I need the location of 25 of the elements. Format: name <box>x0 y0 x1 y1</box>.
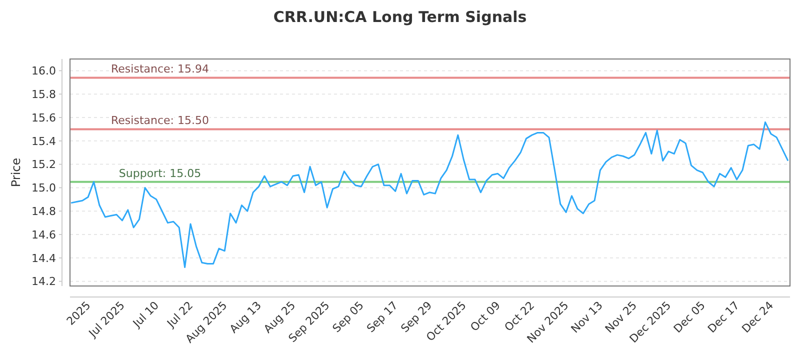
y-tick-label: 15.4 <box>32 134 56 148</box>
y-tick-label: 14.8 <box>32 204 56 218</box>
x-tick-label: Oct 09 <box>468 298 503 334</box>
ref-line-label: Resistance: 15.50 <box>111 114 209 128</box>
y-tick-label: 15.0 <box>32 182 56 195</box>
x-tick-label: Dec 05 <box>671 298 708 336</box>
y-axis-title: Price <box>9 158 23 188</box>
x-tick-label: Dec 17 <box>705 298 742 336</box>
ref-line-label: Support: 15.05 <box>118 166 202 180</box>
x-tick-label: Aug 13 <box>227 298 264 336</box>
y-tick-label: 16.0 <box>32 64 56 78</box>
y-tick-label: 14.4 <box>32 252 56 265</box>
y-tick-label: 14.2 <box>32 275 56 288</box>
x-tick-label: Sep 05 <box>330 298 366 336</box>
chart-title: CRR.UN:CA Long Term Signals <box>273 8 527 26</box>
x-tick-label: Nov 13 <box>568 298 606 336</box>
x-tick-label: Jul 22 <box>164 298 196 331</box>
y-tick-label: 15.8 <box>32 88 56 101</box>
y-tick-label: 15.2 <box>32 158 56 172</box>
y-tick-label: 14.6 <box>32 228 56 242</box>
y-tick-label: 15.6 <box>32 111 56 124</box>
x-tick-label: Dec 24 <box>739 298 776 336</box>
x-tick-label: Sep 17 <box>364 298 400 336</box>
ref-line-label: Resistance: 15.94 <box>111 62 209 76</box>
x-tick-label: Jul 10 <box>130 298 162 331</box>
